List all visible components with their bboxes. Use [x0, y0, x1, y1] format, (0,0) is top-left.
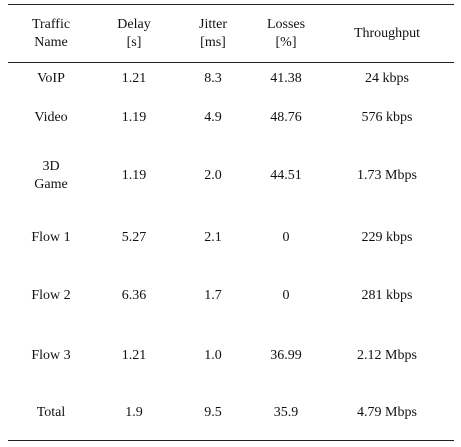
cell-line: 3D: [42, 158, 60, 174]
row-label: Flow 1: [31, 230, 71, 245]
table-cell: 2.1: [204, 230, 222, 245]
cell-line: Losses: [266, 16, 306, 32]
cell-line: Game: [34, 176, 68, 192]
table-row: VoIP 1.21 8.3 41.38 24 kbps: [8, 63, 454, 96]
cell-line: [ms]: [200, 34, 226, 50]
header-row: Traffic Name Delay [s] Jitter [ms] Losses [%] Th…: [8, 4, 454, 63]
cell-line: [s]: [126, 34, 142, 50]
row-label: Video: [34, 110, 68, 125]
cell-line: Traffic: [31, 16, 71, 32]
table-row: Video 1.19 4.9 48.76 576 kbps: [8, 96, 454, 141]
table-row: Flow 3 1.21 1.0 36.99 2.12 Mbps: [8, 326, 454, 386]
cell-line: Throughput: [353, 25, 421, 41]
table-cell: 4.79 Mbps: [357, 404, 417, 420]
table-cell: 1.73 Mbps: [357, 167, 417, 183]
table-header: Traffic Name Delay [s] Jitter [ms] Losses [%] Th…: [8, 4, 454, 63]
table-row: 3D Game 1.19 2.0 44.51 1.73 Mbps: [8, 141, 454, 211]
cell-line: Delay: [117, 16, 151, 32]
row-label: Flow 2: [31, 287, 71, 303]
row-label: VoIP: [37, 71, 65, 87]
table-row: Flow 1 5.27 2.1 0 229 kbps: [8, 211, 454, 266]
table-cell: 1.21: [121, 347, 147, 363]
row-label: 3D Game: [8, 141, 94, 211]
table-cell: 5.27: [121, 230, 147, 245]
header-cell: Jitter [ms]: [174, 5, 252, 63]
cell-line: Name: [34, 34, 68, 50]
table-cell: 44.51: [270, 167, 302, 183]
table-cell: 1.0: [204, 347, 222, 363]
table-cell: 8.3: [204, 71, 222, 87]
header-cell: Losses [%]: [252, 5, 320, 63]
table-cell: 0: [282, 287, 290, 303]
table-row: Flow 2 6.36 1.7 0 281 kbps: [8, 266, 454, 326]
header-cell: Delay [s]: [94, 5, 174, 63]
data-table: Traffic Name Delay [s] Jitter [ms] Losses [%] Th…: [8, 4, 454, 441]
table-cell: 36.99: [270, 347, 302, 363]
cell-line: [%]: [275, 34, 297, 50]
row-label: Total: [36, 404, 66, 420]
table-cell: 48.76: [270, 110, 302, 125]
row-label: Flow 3: [31, 347, 71, 363]
table-cell: 229 kbps: [361, 230, 413, 245]
header-cell: Throughput: [320, 5, 454, 63]
table-body: VoIP 1.21 8.3 41.38 24 kbps Video 1.19 4.9 48.76…: [8, 63, 454, 441]
table-cell: 24 kbps: [365, 71, 409, 87]
table-cell: 576 kbps: [361, 110, 413, 125]
table-cell: 281 kbps: [361, 287, 413, 303]
table-cell: 1.19: [121, 167, 147, 183]
header-cell: Traffic Name: [8, 5, 94, 63]
table-row: Total 1.9 9.5 35.9 4.79 Mbps: [8, 386, 454, 441]
table-cell: 2.12 Mbps: [357, 347, 417, 363]
table-cell: 1.19: [121, 110, 147, 125]
table-cell: 1.7: [204, 287, 222, 303]
table-cell: 0: [282, 230, 290, 245]
table-cell: 9.5: [204, 404, 222, 420]
table-cell: 41.38: [270, 71, 302, 87]
table-cell: 2.0: [204, 167, 222, 183]
table-cell: 6.36: [121, 287, 147, 303]
table-cell: 4.9: [204, 110, 222, 125]
table-cell: 1.9: [125, 404, 143, 420]
table-cell: 1.21: [121, 71, 147, 87]
table-cell: 35.9: [273, 404, 299, 420]
cell-line: Jitter: [199, 16, 227, 32]
